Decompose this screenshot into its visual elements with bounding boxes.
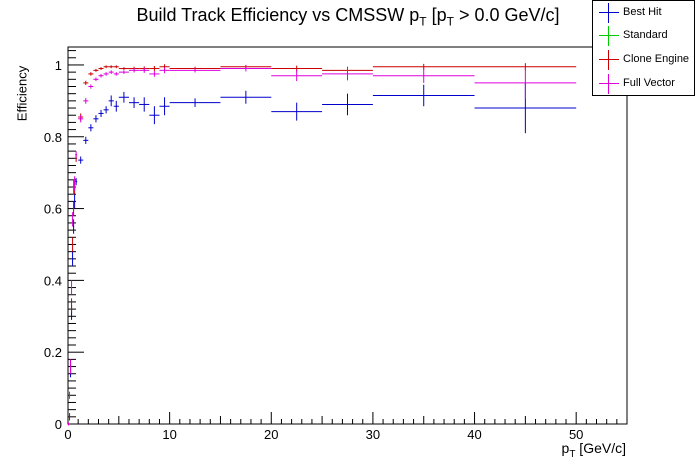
- legend-marker-full-vector: [599, 74, 619, 94]
- legend-marker-best-hit-v: [608, 3, 609, 23]
- title-sub-2: T: [446, 14, 454, 29]
- legend-marker-clone-engine: [599, 50, 619, 70]
- legend-label-standard: Standard: [623, 29, 668, 41]
- legend-marker-full-vector-v: [608, 74, 609, 94]
- legend-entry-best-hit: Best Hit: [593, 1, 694, 24]
- legend-label-full-vector: Full Vector: [623, 77, 675, 89]
- plot-frame: [67, 46, 628, 425]
- legend-entry-clone-engine: Clone Engine: [593, 48, 694, 71]
- y-tick-label: 0.6: [44, 202, 62, 217]
- y-tick-label: 1: [55, 58, 62, 73]
- legend-marker-standard: [599, 26, 619, 46]
- x-tick-label: 10: [162, 427, 176, 442]
- y-tick-label: 0.2: [44, 345, 62, 360]
- legend: Best Hit Standard Clone Engine Full Vect…: [592, 0, 695, 96]
- axis-ticks: 0 10 20 30 40 50 0 0.2 0.4 0.6 0.8 1: [44, 50, 628, 442]
- legend-entry-full-vector: Full Vector: [593, 72, 694, 95]
- series-full-vector: [68, 65, 577, 426]
- legend-marker-clone-engine-h: [599, 59, 619, 60]
- plot-border: [67, 46, 628, 425]
- legend-marker-full-vector-h: [599, 83, 619, 84]
- y-tick-label: 0.8: [44, 130, 62, 145]
- y-axis-label: Efficiency: [14, 65, 30, 122]
- series-clone-engine: [68, 63, 577, 426]
- x-tick-label: 0: [64, 427, 71, 442]
- legend-entry-standard: Standard: [593, 24, 694, 47]
- title-mid: [p: [426, 5, 447, 25]
- title-sub-1: T: [419, 14, 427, 29]
- legend-label-best-hit: Best Hit: [623, 6, 662, 18]
- series-best-hit: [68, 82, 577, 426]
- legend-marker-standard-h: [599, 35, 619, 36]
- legend-marker-best-hit-h: [599, 12, 619, 13]
- legend-marker-clone-engine-v: [608, 50, 609, 70]
- x-axis-label-sub: T: [569, 448, 576, 460]
- legend-marker-standard-v: [608, 26, 609, 46]
- y-tick-label: 0: [55, 417, 62, 432]
- x-axis-label-unit: [GeV/c]: [575, 440, 626, 456]
- legend-marker-best-hit: [599, 3, 619, 23]
- x-axis-label: pT [GeV/c]: [562, 440, 626, 460]
- title-end: > 0.0 GeV/c]: [453, 5, 560, 25]
- x-tick-label: 40: [467, 427, 481, 442]
- y-tick-label: 0.4: [44, 273, 62, 288]
- x-tick-label: 30: [366, 427, 380, 442]
- x-axis-label-main: p: [561, 440, 570, 456]
- data-series: [68, 63, 577, 426]
- chart-title: Build Track Efficiency vs CMSSW pT [pT >…: [0, 5, 696, 29]
- x-tick-label: 50: [569, 427, 583, 442]
- x-tick-label: 20: [264, 427, 278, 442]
- legend-label-clone-engine: Clone Engine: [623, 53, 690, 65]
- title-main: Build Track Efficiency vs CMSSW p: [136, 5, 420, 25]
